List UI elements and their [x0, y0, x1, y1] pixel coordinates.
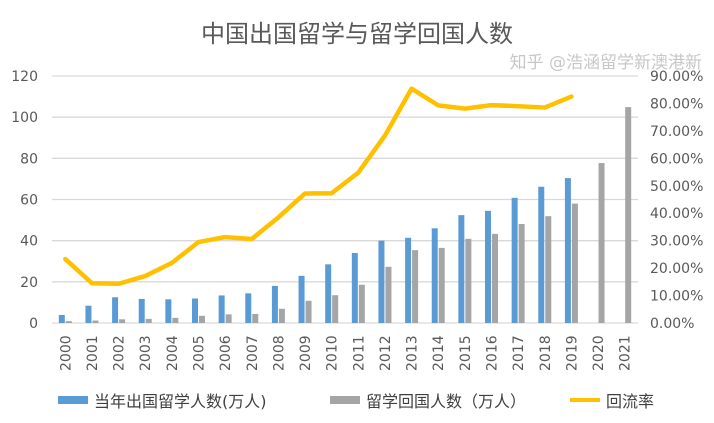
legend-item-return-rate: 回流率 [570, 388, 654, 412]
x-tick-label: 2004 [165, 335, 181, 371]
y-left-tick-label: 120 [11, 69, 38, 85]
bar-returnees [145, 318, 152, 323]
bar-outbound [218, 295, 225, 323]
legend-label-outbound: 当年出国留学人数(万人) [94, 392, 267, 411]
y-left-tick-label: 0 [29, 316, 38, 332]
bar-outbound [511, 197, 518, 323]
bar-outbound [192, 298, 198, 323]
x-tick-label: 2001 [85, 335, 101, 371]
bar-returnees [492, 233, 498, 323]
bar-returnees [199, 315, 205, 323]
y-left-tick-label: 60 [20, 193, 38, 209]
bar-returnees [252, 313, 259, 323]
x-tick-label: 2014 [431, 335, 447, 371]
x-tick-label: 2018 [538, 335, 554, 371]
line-return-rate [63, 86, 574, 287]
bar-outbound [271, 285, 278, 323]
y-right-tick-label: 40.00% [650, 206, 703, 222]
x-tick-label: 2003 [138, 335, 154, 371]
bar-returnees [332, 295, 339, 323]
bar-outbound [538, 186, 545, 323]
legend-label-return-rate: 回流率 [606, 392, 655, 411]
watermark: 知乎 @浩涵留学新澳港新 [509, 53, 702, 73]
bar-outbound [245, 293, 252, 323]
x-tick-label: 2015 [458, 335, 474, 371]
y-right-tick-label: 10.00% [650, 289, 703, 305]
x-tick-label: 2009 [298, 335, 314, 371]
chart-title: 中国出国留学与留学回国人数 [201, 20, 513, 48]
x-tick-label: 2016 [485, 335, 501, 371]
bar-outbound [325, 264, 332, 323]
bar-returnees [278, 308, 285, 323]
bar-outbound [112, 297, 119, 323]
y-right-tick-label: 30.00% [650, 234, 703, 250]
legend-item-outbound: 当年出国留学人数(万人) [58, 388, 267, 412]
y-right-tick-label: 90.00% [650, 69, 703, 85]
bar-returnees [571, 203, 578, 323]
bar-returnees [172, 317, 179, 323]
bar-outbound [564, 178, 571, 323]
bar-returnees [358, 284, 365, 323]
x-tick-label: 2008 [271, 335, 287, 371]
y-right-tick-label: 50.00% [650, 179, 703, 195]
y-right-tick-label: 0.00% [650, 316, 694, 332]
bar-returnees [225, 314, 232, 323]
x-tick-label: 2002 [112, 335, 128, 371]
x-tick-label: 2007 [245, 335, 261, 371]
bar-returnees [119, 319, 126, 323]
y-left-tick-label: 40 [20, 234, 38, 250]
y-right-tick-label: 20.00% [650, 261, 703, 277]
x-tick-label: 2010 [325, 335, 341, 371]
bar-returnees [598, 163, 605, 323]
bar-returnees [65, 321, 72, 323]
bar-outbound [351, 253, 358, 323]
x-tick-label: 2021 [618, 335, 634, 371]
y-right-tick-label: 70.00% [650, 124, 703, 140]
bar-outbound [85, 305, 92, 323]
bar-outbound [405, 237, 412, 323]
legend-swatch-return-rate [570, 398, 600, 402]
y-left-tick-label: 100 [11, 110, 38, 126]
bar-outbound [58, 314, 65, 323]
bar-outbound [165, 299, 172, 323]
bar-returnees [438, 247, 445, 323]
legend-swatch-returnees [330, 396, 360, 404]
bar-returnees [545, 216, 552, 323]
bar-returnees [518, 223, 525, 323]
bar-returnees [385, 266, 392, 323]
x-tick-label: 2006 [218, 335, 234, 371]
bar-returnees [92, 320, 99, 323]
bar-outbound [298, 275, 305, 323]
x-tick-label: 2000 [58, 335, 74, 371]
x-tick-label: 2005 [192, 335, 208, 371]
bar-returnees [305, 300, 312, 323]
y-left-tick-label: 20 [20, 275, 38, 291]
bar-returnees [465, 238, 472, 323]
x-tick-label: 2012 [378, 335, 394, 371]
bar-returnees [625, 107, 632, 323]
bar-returnees [412, 250, 419, 323]
legend-label-returnees: 留学回国人数（万人） [366, 392, 527, 411]
x-tick-label: 2017 [511, 335, 527, 371]
bar-outbound [378, 240, 385, 323]
x-tick-label: 2019 [564, 335, 580, 371]
y-right-tick-label: 60.00% [650, 151, 703, 167]
x-tick-label: 2020 [591, 335, 607, 371]
x-tick-label: 2011 [351, 335, 367, 371]
bar-outbound [485, 210, 491, 323]
y-left-tick-label: 80 [20, 151, 38, 167]
x-tick-label: 2013 [405, 335, 421, 371]
legend-swatch-outbound [58, 396, 88, 404]
bar-outbound [138, 298, 145, 323]
legend-item-returnees: 留学回国人数（万人） [330, 388, 526, 412]
y-right-tick-label: 80.00% [650, 96, 703, 112]
bar-outbound [431, 228, 438, 323]
bar-outbound [458, 215, 465, 323]
